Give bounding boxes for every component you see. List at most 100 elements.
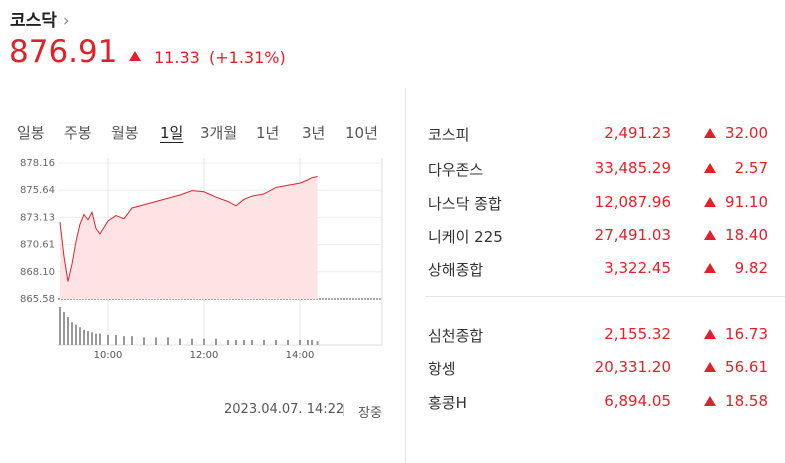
up-arrow (129, 51, 141, 61)
index-change: 16.73 (725, 325, 768, 343)
volume-bar (167, 337, 169, 345)
period-tab[interactable]: 주봉 (64, 124, 92, 142)
timestamp: 2023.04.07. 14:22 (224, 402, 345, 417)
volume-bar (227, 339, 229, 345)
period-tab[interactable]: 1년 (256, 124, 280, 142)
index-row[interactable]: 나스닥 종합 12,087.96 91.10 (420, 193, 780, 215)
volume-bar (67, 317, 69, 345)
volume-bar (311, 339, 313, 345)
period-tab[interactable]: 월봉 (111, 124, 139, 142)
up-arrow (704, 128, 716, 138)
arrow-shape (704, 197, 716, 207)
volume-bar (287, 339, 289, 345)
index-value: 3,322.45 (604, 259, 671, 277)
change: 11.33 (154, 48, 200, 67)
index-row[interactable]: 항셍 20,331.20 56.61 (420, 358, 780, 380)
up-arrow (704, 230, 716, 240)
index-name-text: 코스닥 (10, 11, 57, 31)
arrow-shape (704, 329, 716, 339)
price: 876.91 (9, 34, 118, 70)
volume-bar (316, 341, 319, 345)
index-change: 2.57 (734, 159, 768, 177)
x-tick-label: 12:00 (190, 350, 219, 360)
chart: 878.16 875.64 873.13 870.61 868.10 865.58 10:0… (20, 158, 383, 360)
volume-bar (203, 338, 205, 345)
y-tick-label: 868.10 (20, 267, 55, 278)
volume-bar (263, 339, 265, 345)
volume-bar (235, 339, 237, 345)
up-arrow (704, 362, 716, 372)
index-value: 2,155.32 (604, 325, 671, 343)
volume-bar (191, 338, 193, 345)
volume-bar (275, 339, 277, 345)
period-tab[interactable]: 3개월 (200, 124, 238, 142)
volume-bar (143, 337, 145, 345)
arrow-shape (704, 263, 716, 273)
index-change: 9.82 (734, 259, 768, 277)
period-tab[interactable]: 3년 (302, 124, 326, 142)
volume-bar (87, 331, 89, 345)
period-tab[interactable]: 1일 (160, 124, 184, 142)
index-name: 니케이 225 (428, 228, 503, 246)
up-arrow (704, 163, 716, 173)
index-row[interactable]: 다우존스 33,485.29 2.57 (420, 159, 780, 181)
volume-bar (75, 324, 77, 345)
up-arrow (704, 197, 716, 207)
index-name: 항셍 (428, 360, 456, 378)
y-tick-label: 875.64 (20, 185, 55, 196)
index-value: 27,491.03 (594, 226, 671, 244)
arrow-shape (704, 396, 716, 406)
index-name: 나스닥 종합 (428, 195, 502, 213)
index-name: 홍콩H (428, 394, 467, 412)
index-name[interactable]: 코스닥 › (10, 11, 70, 31)
index-value: 12,087.96 (594, 193, 671, 211)
index-value: 2,491.23 (604, 124, 671, 142)
period-tab[interactable]: 10년 (345, 124, 378, 142)
x-tick-label: 14:00 (286, 350, 315, 360)
volume-bar (123, 336, 125, 345)
volume-bar (107, 334, 109, 345)
status: 장중 (358, 406, 382, 421)
list-divider (425, 296, 785, 297)
volume-bar (155, 337, 157, 345)
index-row[interactable]: 코스피 2,491.23 32.00 (420, 124, 780, 146)
volume-bar (215, 338, 217, 345)
divider (343, 404, 344, 416)
index-name: 다우존스 (428, 161, 484, 179)
arrow-shape (704, 163, 716, 173)
up-arrow (704, 329, 716, 339)
volume-bar (59, 307, 61, 345)
index-value: 33,485.29 (594, 159, 671, 177)
arrow-shape (704, 362, 716, 372)
volume-bar (299, 339, 301, 345)
volume-bar (131, 336, 133, 345)
index-name: 상해종합 (428, 261, 484, 279)
index-change: 56.61 (725, 358, 768, 376)
up-arrow (704, 396, 716, 406)
y-tick-label: 870.61 (20, 240, 55, 251)
index-value: 20,331.20 (594, 358, 671, 376)
volume-bar (179, 338, 181, 345)
volume-bar (95, 333, 97, 345)
period-tab[interactable]: 일봉 (17, 124, 45, 142)
index-change: 18.40 (725, 226, 768, 244)
y-tick-label: 878.16 (20, 158, 55, 169)
y-tick-label: 865.58 (20, 294, 55, 305)
index-row[interactable]: 니케이 225 27,491.03 18.40 (420, 226, 780, 248)
index-row[interactable]: 상해종합 3,322.45 9.82 (420, 259, 780, 281)
volume-bar (243, 339, 245, 345)
volume-bar (63, 312, 65, 345)
volume-bar (91, 332, 93, 345)
index-row[interactable]: 홍콩H 6,894.05 18.58 (420, 392, 780, 414)
index-name: 심천종합 (428, 327, 484, 345)
index-row[interactable]: 심천종합 2,155.32 16.73 (420, 325, 780, 347)
area (60, 176, 318, 299)
arrow-shape (704, 128, 716, 138)
change-rate: (+1.31%) (209, 48, 286, 67)
index-value: 6,894.05 (604, 392, 671, 410)
volume-bar (79, 327, 81, 345)
arrow-shape (704, 230, 716, 240)
volume-bar (115, 334, 117, 345)
x-tick-label: 10:00 (94, 350, 123, 360)
